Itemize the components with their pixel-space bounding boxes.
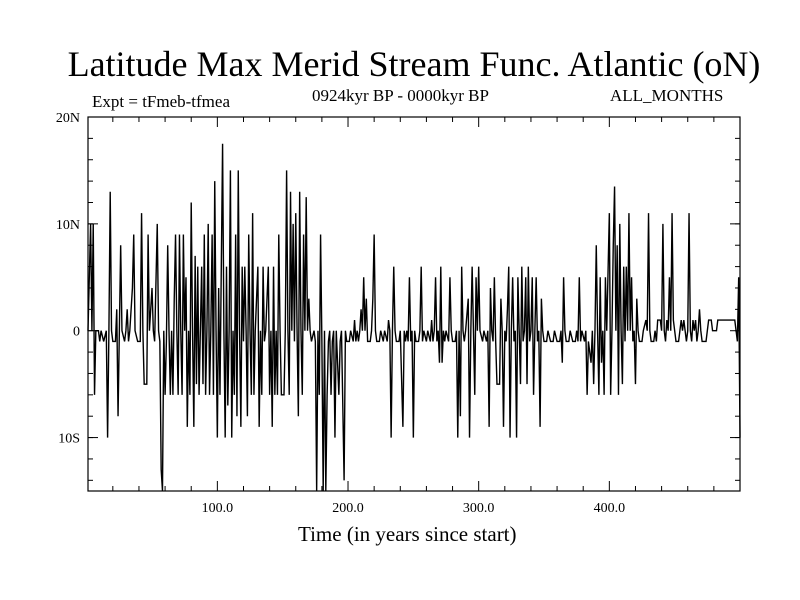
plot-frame <box>87 116 741 492</box>
chart-title: Latitude Max Merid Stream Func. Atlantic… <box>67 44 761 84</box>
y-tick-label: 10N <box>56 218 80 233</box>
x-tick-label: 200.0 <box>332 501 364 516</box>
x-tick-label: 300.0 <box>463 501 495 516</box>
experiment-label: Expt = tFmeb-tfmea <box>92 92 231 111</box>
y-tick-label: 0 <box>73 325 80 340</box>
months-label: ALL_MONTHS <box>610 86 724 105</box>
y-tick-label: 20N <box>56 111 80 126</box>
period-label: 0924kyr BP - 0000kyr BP <box>312 86 489 105</box>
y-tick-label: 10S <box>58 432 80 447</box>
series-line-0 <box>87 143 741 492</box>
x-tick-label: 100.0 <box>202 501 234 516</box>
x-axis-label: Time (in years since start) <box>298 522 517 546</box>
x-tick-label: 400.0 <box>594 501 626 516</box>
